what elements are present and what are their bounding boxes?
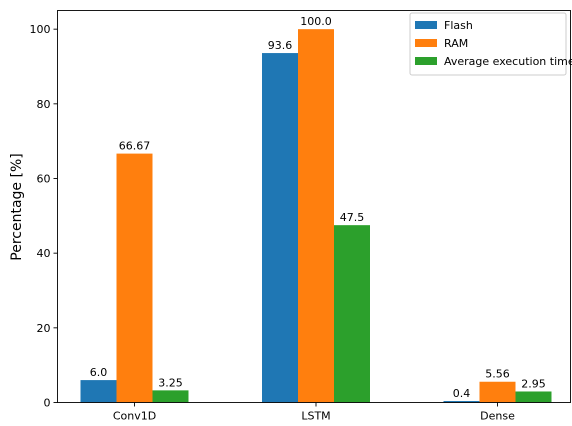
- data-label: 47.5: [340, 211, 365, 224]
- data-label: 6.0: [90, 366, 108, 379]
- y-tick-label: 20: [37, 322, 51, 335]
- data-label: 100.0: [300, 15, 332, 28]
- y-tick-label: 60: [37, 173, 51, 186]
- y-tick-label: 80: [37, 98, 51, 111]
- data-label: 3.25: [158, 376, 183, 389]
- legend-swatch: [415, 21, 437, 29]
- data-label: 5.56: [485, 368, 510, 381]
- plot-frame: [57, 10, 571, 403]
- bar-ram-lstm: [298, 29, 334, 403]
- x-tick-label: Conv1D: [113, 410, 156, 423]
- x-tick-label: LSTM: [301, 410, 330, 423]
- data-label: 0.4: [453, 387, 471, 400]
- data-label: 93.6: [268, 39, 293, 52]
- bars-layer: [80, 29, 552, 403]
- y-tick-label: 0: [44, 397, 51, 410]
- bar-flash-conv1d: [80, 380, 117, 403]
- bar-ram-conv1d: [116, 153, 153, 403]
- bar-flash-lstm: [262, 53, 298, 403]
- bar-average-execution-time-dense: [515, 391, 552, 403]
- bar-average-execution-time-lstm: [334, 225, 370, 403]
- axes-layer: 0 20 40 60 80 100 Conv1D LSTM Dense: [30, 10, 571, 423]
- legend: Flash RAM Average execution time: [409, 12, 572, 76]
- y-axis-title: Percentage [%]: [9, 153, 25, 260]
- legend-label: Average execution time: [444, 55, 572, 68]
- legend-label: RAM: [444, 37, 468, 50]
- legend-swatch: [415, 57, 437, 65]
- x-tick-label: Dense: [480, 410, 515, 423]
- data-label: 66.67: [119, 140, 151, 153]
- bar-ram-dense: [479, 381, 516, 403]
- y-tick-label: 40: [37, 247, 51, 260]
- data-labels-layer: 6.0 93.6 0.4 66.67 100.0 5.56 3.25 47.5 2.95: [90, 15, 546, 400]
- data-label: 2.95: [521, 377, 546, 390]
- legend-box: [409, 12, 567, 76]
- legend-swatch: [415, 39, 437, 47]
- bar-flash-dense: [443, 401, 480, 403]
- y-tick-label: 100: [30, 23, 51, 36]
- bar-average-execution-time-conv1d: [152, 390, 189, 403]
- legend-label: Flash: [444, 19, 473, 32]
